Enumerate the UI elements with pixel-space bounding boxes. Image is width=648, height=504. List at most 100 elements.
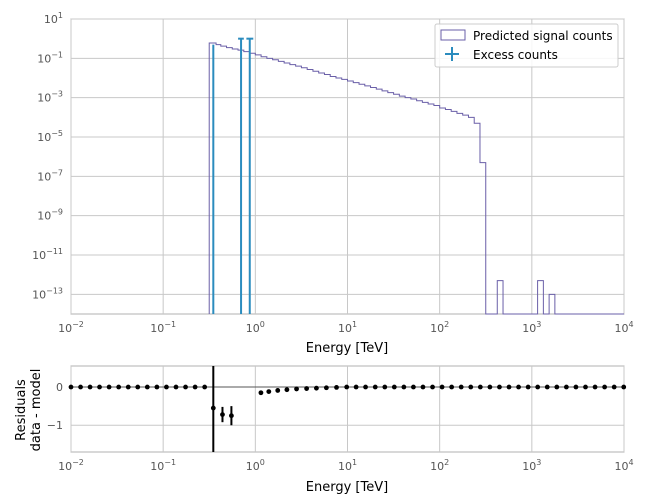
residual-marker-50	[563, 384, 569, 390]
legend-label-excess: Excess counts	[473, 48, 558, 62]
residual-point-5	[116, 384, 122, 390]
legend-swatch-predicted	[440, 29, 466, 41]
residuals-x-tick-6: 104	[614, 458, 633, 473]
residual-point-20	[275, 388, 281, 393]
residual-marker-30	[372, 384, 378, 390]
residuals-y-axis-label-line2: data - model	[29, 369, 44, 452]
residual-point-30	[372, 384, 378, 390]
residual-marker-51	[573, 384, 579, 390]
residual-point-18	[258, 390, 264, 396]
residuals-x-tick-3: 101	[338, 458, 357, 473]
residual-marker-45	[516, 384, 521, 390]
residual-marker-18	[258, 390, 264, 396]
spectrum-y-tick-6: 10−1	[37, 50, 63, 65]
residual-point-37	[439, 384, 445, 390]
residual-marker-52	[583, 384, 588, 390]
residual-marker-25	[323, 385, 329, 391]
residual-point-16	[220, 406, 225, 423]
residual-marker-10	[164, 384, 169, 390]
residual-marker-35	[420, 384, 426, 390]
spectrum-series	[208, 37, 624, 315]
residual-point-39	[458, 384, 464, 390]
residual-point-51	[573, 384, 579, 390]
spectrum-x-tick-2: 100	[246, 320, 265, 335]
residual-point-56	[621, 384, 627, 390]
residual-point-33	[401, 384, 407, 390]
residual-point-55	[611, 384, 617, 390]
legend-box	[434, 23, 619, 68]
residual-marker-42	[487, 384, 493, 390]
residual-marker-43	[497, 384, 502, 390]
residuals-x-tick-2: 100	[246, 458, 265, 473]
residual-point-25	[323, 385, 329, 391]
spectrum-x-tick-0: 10−2	[58, 320, 84, 335]
residual-marker-34	[411, 384, 416, 390]
residual-marker-3	[97, 384, 102, 390]
residual-point-24	[314, 385, 319, 391]
residual-marker-11	[173, 384, 179, 390]
spectrum-y-tick-1: 10−11	[32, 247, 63, 262]
residual-point-0	[68, 384, 74, 390]
residual-marker-46	[525, 384, 531, 390]
residual-marker-37	[439, 384, 445, 390]
spectrum-x-axis-label: Energy [TeV]	[306, 341, 388, 356]
residual-point-40	[468, 384, 474, 390]
residual-point-17	[229, 406, 234, 426]
residual-point-54	[602, 384, 608, 390]
excess-point-2	[246, 37, 254, 314]
residual-point-46	[525, 384, 531, 390]
spectrum-y-tick-2: 10−9	[37, 208, 63, 223]
residual-marker-12	[183, 384, 188, 390]
residual-marker-29	[363, 384, 368, 390]
residual-marker-33	[401, 384, 407, 390]
residual-marker-4	[106, 384, 112, 390]
residual-point-45	[516, 384, 521, 390]
spectrum-panel: 10−2 10−1 100 101 102 103 104 10−1310−1110−910…	[32, 11, 633, 356]
excess-point-1	[238, 37, 244, 314]
residuals-x-axis-label: Energy [TeV]	[306, 480, 388, 495]
residual-point-43	[497, 384, 502, 390]
residual-point-26	[334, 385, 339, 390]
residual-marker-53	[592, 384, 598, 390]
residual-marker-19	[266, 389, 272, 395]
residual-point-36	[430, 384, 435, 390]
spectrum-grid	[70, 18, 625, 314]
residual-marker-55	[611, 384, 617, 390]
residual-point-22	[294, 386, 299, 392]
residual-marker-28	[353, 384, 359, 390]
residual-point-53	[592, 384, 598, 390]
spectrum-legend: Predicted signal counts Excess counts	[434, 23, 619, 68]
residual-point-49	[554, 384, 560, 390]
spectrum-x-tick-5: 103	[522, 320, 541, 335]
residual-marker-7	[135, 384, 141, 390]
residual-marker-49	[554, 384, 560, 390]
spectrum-x-ticks: 10−2 10−1 100 101 102 103 104	[58, 320, 633, 335]
residuals-x-tick-1: 10−1	[150, 458, 176, 473]
residual-point-38	[449, 384, 455, 390]
residual-point-14	[202, 384, 208, 390]
spectrum-y-ticks: 10−13 10−11 10−9 10−7 10−5 10−3 10−1 101	[32, 11, 63, 301]
residual-marker-20	[275, 388, 281, 393]
spectrum-y-tick-3: 10−7	[37, 168, 63, 183]
residuals-panel: 10−2 10−1 100 101 102 103 104 0 −1 Energy [TeV]…	[14, 365, 634, 495]
residual-point-27	[344, 384, 350, 390]
residual-point-8	[144, 384, 150, 390]
residual-point-23	[304, 386, 310, 391]
residuals-x-tick-0: 10−2	[58, 458, 84, 473]
residuals-y-axis-label-line1: Residuals	[14, 379, 29, 441]
residual-point-15	[210, 366, 216, 452]
residual-point-34	[411, 384, 416, 390]
residual-point-6	[125, 384, 131, 390]
residual-point-2	[87, 384, 93, 390]
residual-marker-31	[382, 384, 388, 390]
residual-marker-2	[87, 384, 93, 390]
residual-marker-48	[544, 384, 550, 390]
residual-marker-5	[116, 384, 122, 390]
residual-marker-40	[468, 384, 474, 390]
residual-point-44	[506, 384, 512, 390]
residual-marker-1	[78, 384, 83, 390]
residual-marker-15	[210, 405, 216, 411]
spectrum-x-tick-1: 10−1	[150, 320, 176, 335]
residual-point-41	[477, 384, 483, 390]
